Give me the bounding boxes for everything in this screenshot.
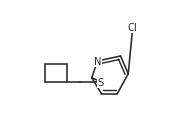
- Text: Cl: Cl: [128, 23, 138, 33]
- Text: S: S: [98, 77, 104, 87]
- Text: N: N: [94, 56, 101, 66]
